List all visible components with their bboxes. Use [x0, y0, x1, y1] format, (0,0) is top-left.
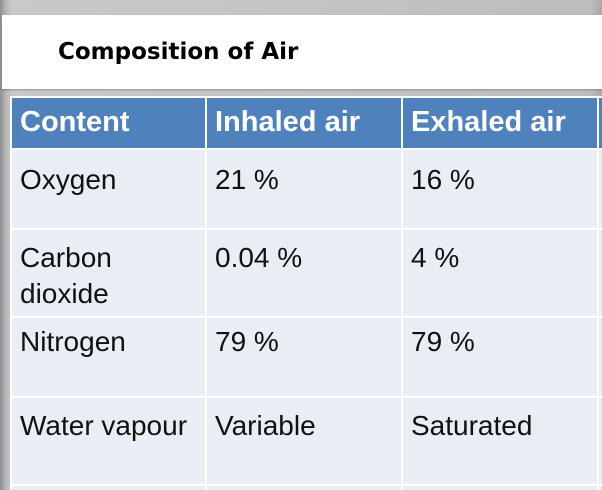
cell-empty — [597, 316, 602, 398]
cell-exhaled: 79 % — [401, 316, 599, 398]
header-empty — [597, 96, 602, 150]
title-box: Composition of Air — [2, 15, 602, 89]
cell-exhaled: 4 % — [401, 228, 599, 318]
composition-table: Content Inhaled air Exhaled air Oxygen 2… — [10, 96, 602, 490]
header-exhaled-air: Exhaled air — [401, 96, 599, 150]
table-row: Carbon dioxide 0.04 % 4 % — [10, 228, 602, 318]
table-row: Oxygen 21 % 16 % — [10, 148, 602, 230]
page-title: Composition of Air — [58, 39, 299, 65]
cell-inhaled: 79 % — [205, 316, 403, 398]
header-content: Content — [10, 96, 207, 150]
table-row: Nitrogen 79 % 79 % — [10, 316, 602, 398]
cell-content: Oxygen — [10, 148, 207, 230]
cell-content: Carbon dioxide — [10, 228, 207, 318]
cell-exhaled: Saturated — [401, 396, 599, 486]
cell-empty — [205, 484, 403, 490]
cell-empty — [597, 228, 602, 318]
table-row — [10, 484, 602, 490]
cell-inhaled: Variable — [205, 396, 403, 486]
table-row: Water vapour Variable Saturated — [10, 396, 602, 486]
composition-table-container: Content Inhaled air Exhaled air Oxygen 2… — [10, 96, 602, 490]
cell-empty — [597, 396, 602, 486]
header-inhaled-air: Inhaled air — [205, 96, 403, 150]
cell-inhaled: 0.04 % — [205, 228, 403, 318]
cell-inhaled: 21 % — [205, 148, 403, 230]
cell-empty — [401, 484, 599, 490]
cell-empty — [597, 148, 602, 230]
cell-content: Water vapour — [10, 396, 207, 486]
cell-exhaled: 16 % — [401, 148, 599, 230]
cell-empty — [597, 484, 602, 490]
table-header-row: Content Inhaled air Exhaled air — [10, 96, 602, 150]
cell-content: Nitrogen — [10, 316, 207, 398]
cell-empty — [10, 484, 207, 490]
